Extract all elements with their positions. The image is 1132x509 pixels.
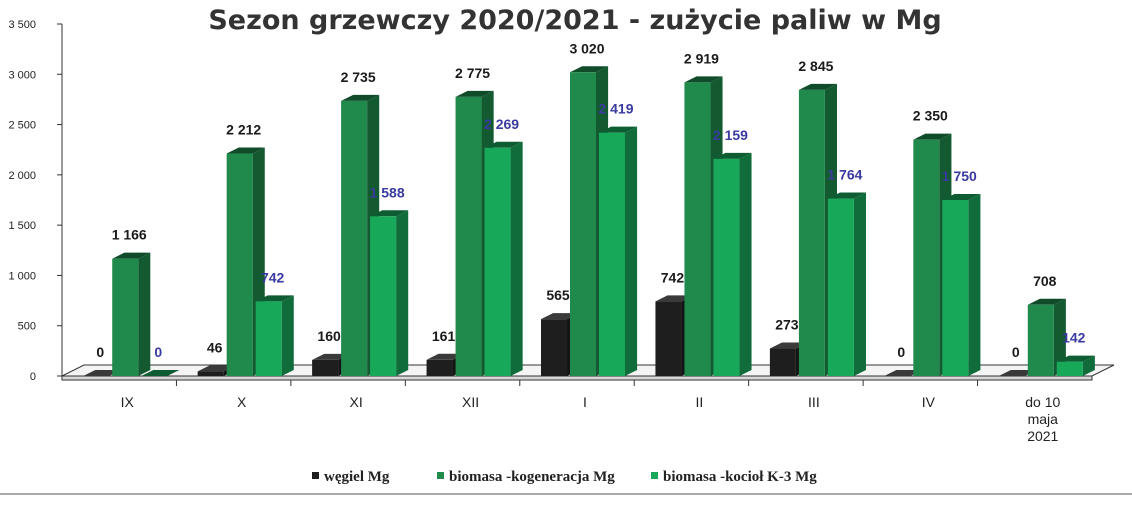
x-tick-label: I [583, 394, 587, 410]
data-label: 161 [432, 328, 456, 344]
data-label: 742 [261, 269, 285, 285]
floor-edge [61, 375, 1093, 381]
legend-label: węgiel Mg [324, 469, 390, 485]
x-tick-label: X [237, 394, 247, 410]
data-label: 142 [1062, 330, 1086, 346]
bar [942, 193, 981, 376]
data-label: 2 159 [713, 127, 748, 143]
data-label: 0 [1012, 344, 1020, 360]
x-tick-labels: IX X XI XII I II III IV do 10 maja 2021 [121, 380, 1061, 444]
data-labels: 0 1 166 0 46 2 212 742 160 2 735 1 588 161 2 775 2 … [96, 40, 1085, 360]
legend-swatch [437, 472, 444, 479]
data-label: 1 750 [942, 168, 977, 184]
bar [713, 152, 752, 376]
data-label: 2 775 [455, 65, 490, 81]
y-tick-label: 0 [30, 371, 36, 383]
legend-label: biomasa -kogeneracja Mg [449, 469, 615, 485]
y-tick-label: 2 500 [8, 120, 36, 132]
bar [112, 252, 151, 376]
x-tick-label: III [808, 394, 820, 410]
data-label: 0 [897, 344, 905, 360]
x-tick-label: XI [349, 394, 362, 410]
x-tick-label: IV [922, 394, 936, 410]
bar [83, 369, 122, 376]
data-label: 2 735 [341, 69, 376, 85]
data-label: 1 166 [112, 227, 147, 243]
bar [484, 141, 523, 376]
y-tick-label: 1 000 [8, 270, 36, 282]
data-label: 160 [317, 328, 341, 344]
bars [83, 66, 1095, 377]
data-label: 3 020 [569, 40, 604, 56]
chart-title: Sezon grzewczy 2020/2021 - zużycie paliw… [208, 5, 941, 36]
legend-item: biomasa -kogeneracja Mg [437, 469, 615, 485]
y-tick-label: 2 000 [8, 170, 36, 182]
bar [827, 192, 866, 376]
data-label: 0 [154, 344, 162, 360]
data-label: 2 919 [684, 50, 719, 66]
bar [998, 369, 1037, 376]
legend-label: biomasa -kocioł K-3 Mg [663, 469, 817, 485]
legend-item: biomasa -kocioł K-3 Mg [651, 469, 817, 485]
data-label: 1 764 [827, 167, 862, 183]
data-label: 708 [1033, 273, 1057, 289]
bar [599, 126, 638, 376]
data-label: 742 [661, 269, 685, 285]
data-label: 2 350 [913, 108, 948, 124]
data-label: 2 212 [226, 122, 261, 138]
data-label: 2 269 [484, 116, 519, 132]
x-tick-label: IX [121, 394, 135, 410]
bar [884, 369, 923, 376]
bar [1027, 298, 1066, 376]
data-label: 0 [96, 344, 104, 360]
data-label: 46 [207, 339, 223, 355]
bar [255, 295, 294, 376]
bar [1056, 355, 1095, 376]
data-label: 1 588 [370, 184, 405, 200]
y-tick-label: 3 500 [8, 19, 36, 31]
data-label: 2 845 [798, 58, 833, 74]
legend: węgiel Mg biomasa -kogeneracja Mg biomasa … [312, 469, 817, 485]
bar [141, 369, 180, 376]
x-tick-label: II [696, 394, 704, 410]
x-tick-label: do 10 maja 2021 [1025, 394, 1060, 444]
y-tick-label: 1 500 [8, 220, 36, 232]
data-label: 273 [775, 317, 799, 333]
legend-item: węgiel Mg [312, 469, 390, 485]
data-label: 2 419 [598, 101, 633, 117]
y-tick-label: 3 000 [8, 69, 36, 81]
data-label: 565 [546, 287, 570, 303]
bar [370, 210, 409, 376]
legend-swatch [312, 472, 319, 479]
y-tick-label: 500 [18, 321, 36, 333]
x-tick-label: XII [462, 394, 479, 410]
legend-swatch [651, 472, 658, 479]
